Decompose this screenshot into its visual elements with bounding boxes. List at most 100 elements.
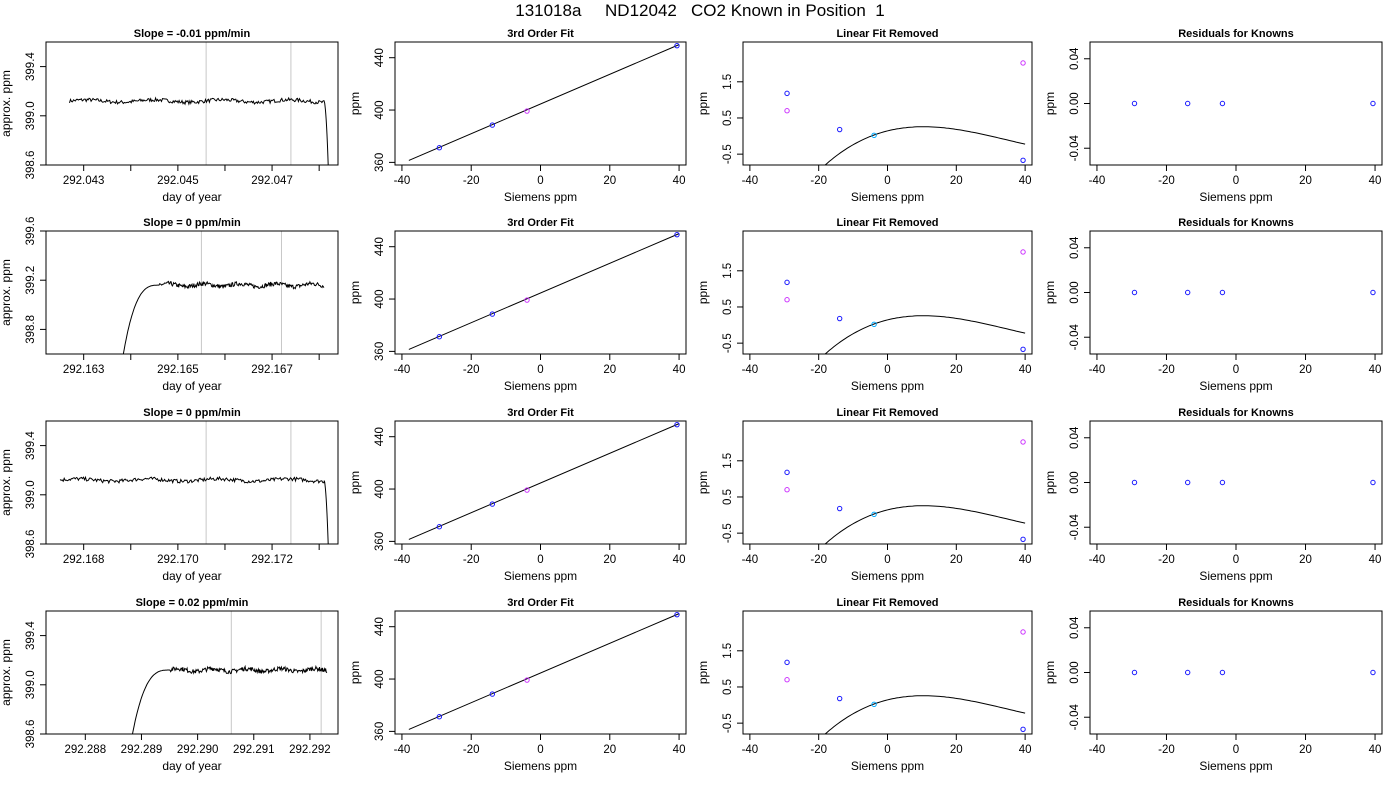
y-tick-label: 440 [374, 427, 386, 446]
panel-title: Slope = 0 ppm/min [143, 217, 241, 229]
y-axis-label: approx. ppm [0, 639, 13, 706]
panel-title: Linear Fit Removed [836, 597, 938, 609]
x-tick-label: 0 [537, 744, 543, 756]
plot-frame [742, 420, 1033, 545]
plot-frame [742, 230, 1033, 355]
data-point [489, 122, 496, 128]
data-point [489, 501, 496, 507]
y-axis-label: ppm [1043, 281, 1057, 304]
x-tick-label: 40 [1019, 175, 1032, 187]
data-point [784, 487, 790, 493]
y-tick-label: 0.00 [1069, 281, 1081, 303]
data-point [1020, 157, 1026, 163]
y-tick-label: 0.04 [1069, 616, 1081, 639]
x-tick-label: 20 [1299, 744, 1312, 756]
x-tick-label: 292.172 [251, 554, 293, 566]
x-tick-label: 0 [884, 744, 890, 756]
fit-curve [824, 126, 1026, 165]
y-tick-label: 1.5 [722, 74, 734, 90]
panel-title: Linear Fit Removed [836, 407, 938, 419]
x-tick-label: 20 [1299, 554, 1312, 566]
x-tick-label: 20 [603, 744, 616, 756]
panel-1-1: 3rd Order Fit Siemens ppm ppm -40 -20 0 20 40 36… [348, 217, 687, 393]
x-tick-label: -20 [1158, 554, 1175, 566]
y-tick-label: 360 [374, 153, 386, 172]
plot-frame [45, 420, 339, 545]
x-tick-label: 292.290 [177, 744, 219, 756]
data-point [524, 108, 530, 114]
x-tick-label: -20 [463, 364, 480, 376]
plot-frame [45, 41, 339, 166]
panel-3-0: Slope = 0.02 ppm/min day of year approx. p… [0, 597, 339, 773]
y-axis-label: ppm [696, 281, 710, 304]
x-tick-label: 20 [1299, 175, 1312, 187]
x-tick-label: 20 [950, 175, 963, 187]
x-tick-label: -20 [810, 175, 827, 187]
x-tick-label: 0 [884, 554, 890, 566]
x-tick-label: -40 [1089, 554, 1106, 566]
x-tick-label: 20 [950, 744, 963, 756]
x-tick-label: -40 [1089, 744, 1106, 756]
x-tick-label: 292.045 [157, 175, 199, 187]
x-tick-label: -20 [463, 744, 480, 756]
plot-area [131, 611, 328, 734]
data-point [524, 487, 530, 493]
x-tick-label: 20 [603, 554, 616, 566]
x-axis-label: Siemens ppm [1199, 569, 1272, 583]
panel-3-1: 3rd Order Fit Siemens ppm ppm -40 -20 0 20 40 36… [348, 597, 687, 773]
fit-curve [824, 315, 1026, 354]
panel-title: Slope = -0.01 ppm/min [134, 28, 251, 40]
x-tick-label: 292.288 [65, 744, 107, 756]
y-tick-label: 399.4 [25, 52, 37, 81]
x-tick-label: 40 [1369, 175, 1382, 187]
fit-line [408, 613, 680, 730]
plot-area [784, 439, 1026, 544]
data-point [489, 691, 496, 697]
x-tick-label: 0 [884, 175, 890, 187]
panel-0-3: Residuals for Knowns Siemens ppm ppm -40 -20… [1043, 28, 1383, 204]
y-tick-label: 400 [374, 479, 386, 498]
y-axis-label: ppm [348, 471, 362, 494]
x-tick-label: 0 [537, 364, 543, 376]
fit-curve [824, 695, 1026, 734]
y-axis-label: approx. ppm [0, 449, 13, 516]
panel-title: Residuals for Knowns [1178, 597, 1294, 609]
y-tick-label: 0.5 [722, 489, 734, 505]
x-tick-label: 292.168 [63, 554, 105, 566]
x-tick-label: -20 [810, 744, 827, 756]
data-point [674, 42, 680, 49]
panel-1-3: Residuals for Knowns Siemens ppm ppm -40 -20… [1043, 217, 1383, 393]
plot-area [408, 42, 680, 161]
plot-area [1131, 289, 1376, 296]
data-point [1131, 100, 1138, 107]
x-axis-label: Siemens ppm [504, 379, 577, 393]
y-axis-label: ppm [696, 471, 710, 494]
x-tick-label: 292.165 [157, 364, 199, 376]
panel-title: 3rd Order Fit [507, 217, 574, 229]
y-tick-label: 399.2 [25, 266, 37, 295]
x-tick-label: 20 [603, 175, 616, 187]
x-tick-label: -40 [394, 554, 411, 566]
data-point [1219, 100, 1226, 107]
panel-2-1: 3rd Order Fit Siemens ppm ppm -40 -20 0 20 40 36… [348, 407, 687, 583]
x-tick-label: 20 [603, 364, 616, 376]
plot-area [408, 231, 680, 350]
data-point [871, 701, 877, 708]
y-tick-label: 0.5 [722, 679, 734, 695]
x-axis-label: day of year [162, 759, 221, 773]
y-tick-label: 0.00 [1069, 471, 1081, 493]
x-tick-label: 0 [537, 554, 543, 566]
x-tick-label: 0 [537, 175, 543, 187]
panel-title: Residuals for Knowns [1178, 407, 1294, 419]
panel-0-2: Linear Fit Removed Siemens ppm ppm -40 -20 0 2… [696, 28, 1033, 204]
data-point [1219, 479, 1226, 486]
panel-title: 3rd Order Fit [507, 28, 574, 40]
y-tick-label: 1.5 [722, 453, 734, 469]
y-tick-label: 360 [374, 342, 386, 361]
y-axis-label: ppm [1043, 661, 1057, 684]
data-point [1370, 289, 1376, 296]
x-axis-label: Siemens ppm [851, 759, 924, 773]
plot-area [59, 421, 329, 544]
panel-title: 3rd Order Fit [507, 597, 574, 609]
data-point [1020, 726, 1026, 732]
